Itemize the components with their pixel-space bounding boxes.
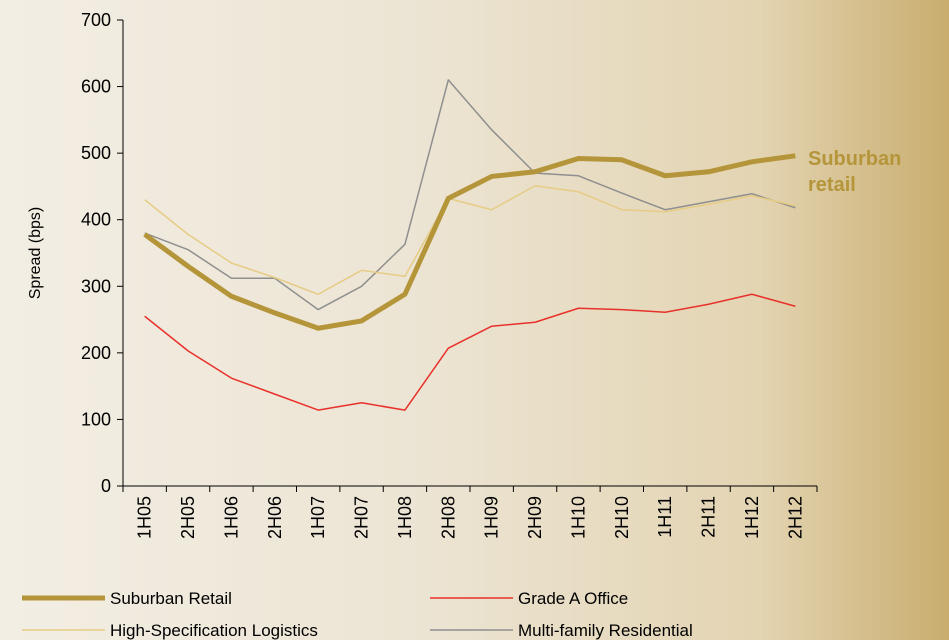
x-tick-label: 1H07 (308, 496, 328, 539)
x-tick-label: 2H07 (352, 496, 372, 539)
legend-label: High-Specification Logistics (110, 621, 318, 640)
x-tick-label: 2H06 (265, 496, 285, 539)
x-tick-label: 2H05 (178, 496, 198, 539)
legend-label: Multi-family Residential (518, 621, 693, 640)
x-tick-label: 1H11 (655, 496, 675, 538)
page: Spread (bps) 0 100 200 300 400 500 600 700 1H05 2… (0, 0, 949, 640)
y-tick-label: 200 (81, 343, 111, 363)
x-tick-label: 2H11 (699, 496, 719, 538)
y-tick-label: 0 (101, 476, 111, 496)
x-tick-label: 2H08 (438, 496, 458, 539)
annotation: Suburban retail (808, 146, 928, 198)
x-tick-label: 1H10 (568, 496, 588, 539)
y-tick-label: 400 (81, 210, 111, 230)
chart: Spread (bps) 0 100 200 300 400 500 600 700 1H05 2… (0, 0, 949, 640)
y-tick-label: 500 (81, 143, 111, 163)
x-tick-label: 1H05 (135, 496, 155, 539)
x-tick-label: 2H12 (785, 496, 805, 539)
y-tick-label: 700 (81, 10, 111, 30)
x-tick-label: 1H06 (221, 496, 241, 539)
x-tick-label: 2H10 (612, 496, 632, 539)
legend-label: Grade A Office (518, 589, 628, 608)
x-tick-label: 2H09 (525, 496, 545, 539)
y-tick-label: 100 (81, 409, 111, 429)
y-tick-label: 600 (81, 77, 111, 97)
series-line (145, 80, 796, 310)
y-tick-label: 300 (81, 276, 111, 296)
x-tick-label: 1H09 (482, 496, 502, 539)
series-line (145, 156, 796, 328)
series-line (145, 294, 796, 410)
x-tick-label: 1H12 (742, 496, 762, 539)
y-axis-label: Spread (bps) (27, 207, 44, 300)
legend-label: Suburban Retail (110, 589, 232, 608)
x-tick-label: 1H08 (395, 496, 415, 539)
